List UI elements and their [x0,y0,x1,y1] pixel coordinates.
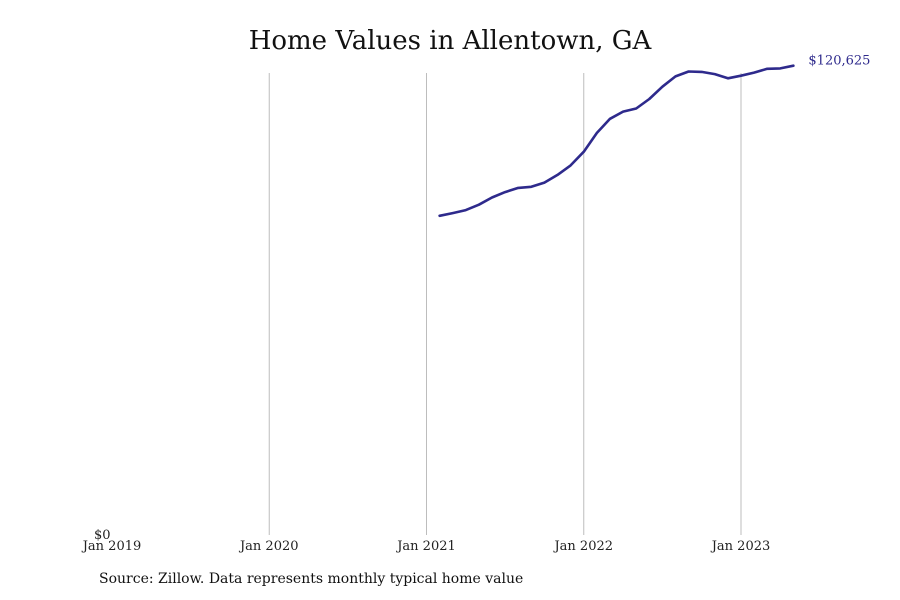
gridlines [268,73,742,535]
end-value-label: $120,625 [808,54,870,69]
x-tick-label-4: Jan 2023 [710,539,771,554]
series-line-home-value [438,64,795,218]
chart-title: Home Values in Allentown, GA [248,26,652,56]
x-tick-label-3: Jan 2022 [552,539,613,554]
x-tick-label-1: Jan 2020 [238,539,299,554]
x-axis-ticks: Jan 2019 Jan 2020 Jan 2021 Jan 2022 Jan 2023 [81,539,771,554]
y-tick-label-zero: $0 [94,528,111,543]
x-tick-label-0: Jan 2019 [81,539,142,554]
source-note: Source: Zillow. Data represents monthly … [99,571,524,587]
x-tick-label-2: Jan 2021 [395,539,456,554]
